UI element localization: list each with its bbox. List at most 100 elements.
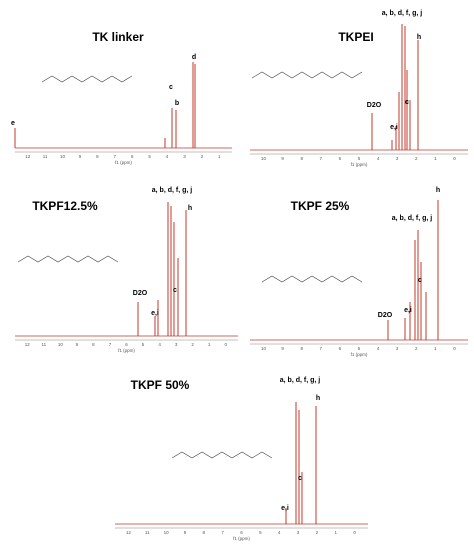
x-tick-label: 8 xyxy=(92,342,95,347)
peak-label: c xyxy=(405,99,409,106)
x-tick-label: 7 xyxy=(114,154,117,159)
peak-label: e,i xyxy=(390,124,398,131)
x-tick-label: 3 xyxy=(183,154,186,159)
x-axis-label: f1 (ppm) xyxy=(351,352,368,357)
x-tick-label: 11 xyxy=(145,530,150,535)
x-tick-label: 3 xyxy=(297,530,300,535)
panel-title: TKPEI xyxy=(338,30,373,44)
spectrum-peaks xyxy=(371,24,419,150)
x-tick-label: 3 xyxy=(396,156,399,161)
x-tick-label: 8 xyxy=(300,346,303,351)
peak-label: h xyxy=(436,187,440,194)
x-tick-label: 1 xyxy=(218,154,221,159)
x-tick-label: 8 xyxy=(203,530,206,535)
peak-label: h xyxy=(417,34,421,41)
x-tick-label: 3 xyxy=(396,346,399,351)
peak-label: e,i xyxy=(404,307,412,314)
x-tick-label: 10 xyxy=(58,342,64,347)
x-tick-label: 8 xyxy=(300,156,303,161)
panel-title: TKPF 50% xyxy=(131,378,190,392)
x-tick-label: 4 xyxy=(377,156,380,161)
structure-tk-linker xyxy=(41,75,133,83)
x-tick-label: 9 xyxy=(184,530,187,535)
x-tick-label: 7 xyxy=(221,530,224,535)
peak-label: c xyxy=(173,287,177,294)
peak-label: c xyxy=(418,277,422,284)
x-tick-label: 5 xyxy=(259,530,262,535)
x-tick-label: 6 xyxy=(240,530,243,535)
structure-tkpf50 xyxy=(171,451,273,459)
x-tick-label: 10 xyxy=(60,154,66,159)
x-axis-label: f1 (ppm) xyxy=(115,160,132,165)
x-tick-label: 2 xyxy=(191,342,194,347)
structure-tkpf12 xyxy=(17,255,119,263)
spectrum-peaks xyxy=(14,62,196,148)
spectrum-peaks xyxy=(285,402,317,524)
x-tick-label: 2 xyxy=(415,346,418,351)
peak-label: e,i xyxy=(281,505,289,512)
spectrum-peaks xyxy=(387,200,439,340)
x-tick-label: 0 xyxy=(353,530,356,535)
x-tick-label: 8 xyxy=(96,154,99,159)
x-tick-label: 7 xyxy=(109,342,112,347)
x-tick-label: 10 xyxy=(164,530,170,535)
peak-label: h xyxy=(316,395,320,402)
x-tick-label: 4 xyxy=(377,346,380,351)
structures xyxy=(17,71,363,459)
x-tick-label: 1 xyxy=(434,346,437,351)
x-tick-label: 7 xyxy=(320,346,323,351)
x-tick-label: 5 xyxy=(142,342,145,347)
x-tick-label: 4 xyxy=(158,342,161,347)
x-tick-label: 2 xyxy=(201,154,204,159)
peak-label: a, b, d, f, g, j xyxy=(152,187,193,194)
x-tick-label: 9 xyxy=(79,154,82,159)
x-tick-label: 2 xyxy=(316,530,319,535)
peak-label: D2O xyxy=(367,102,382,109)
x-tick-label: 9 xyxy=(281,346,284,351)
x-tick-label: 9 xyxy=(281,156,284,161)
x-tick-label: 2 xyxy=(415,156,418,161)
peak-label: a, b, d, f, g, j xyxy=(280,377,321,384)
peak-label: h xyxy=(188,205,192,212)
x-tick-label: 9 xyxy=(76,342,79,347)
x-tick-label: 1 xyxy=(334,530,337,535)
x-axis-label: f1 (ppm) xyxy=(118,348,135,353)
peak-label: a, b, d, f, g, j xyxy=(382,10,423,17)
x-tick-label: 11 xyxy=(41,342,46,347)
x-tick-label: 6 xyxy=(131,154,134,159)
peak-label: e,i xyxy=(151,310,159,317)
x-tick-label: 12 xyxy=(25,342,31,347)
peak-label: b xyxy=(175,100,179,107)
x-tick-label: 1 xyxy=(434,156,437,161)
panel-title: TKPF 25% xyxy=(291,199,350,213)
x-tick-label: 4 xyxy=(278,530,281,535)
x-tick-label: 12 xyxy=(126,530,132,535)
x-tick-label: 6 xyxy=(125,342,128,347)
x-tick-label: 1 xyxy=(208,342,211,347)
x-tick-label: 0 xyxy=(453,156,456,161)
x-tick-label: 5 xyxy=(358,156,361,161)
panel-title: TK linker xyxy=(92,30,144,44)
x-tick-label: 6 xyxy=(339,346,342,351)
peak-label: c xyxy=(169,84,173,91)
x-tick-label: 0 xyxy=(224,342,227,347)
x-tick-label: 7 xyxy=(320,156,323,161)
x-tick-label: 12 xyxy=(25,154,31,159)
peak-label: e xyxy=(11,120,15,127)
x-tick-label: 10 xyxy=(261,346,267,351)
x-tick-label: 6 xyxy=(339,156,342,161)
x-axis-label: f1 (ppm) xyxy=(233,536,250,541)
peak-label: a, b, d, f, g, j xyxy=(392,215,433,222)
spectrum-peaks xyxy=(137,202,187,336)
structure-tkpei xyxy=(251,71,363,79)
panel-title: TKPF12.5% xyxy=(32,199,98,213)
peak-label: c xyxy=(298,475,302,482)
peak-label: D2O xyxy=(133,290,148,297)
x-tick-label: 0 xyxy=(453,346,456,351)
peak-label: D2O xyxy=(378,312,393,319)
x-tick-label: 3 xyxy=(175,342,178,347)
x-tick-label: 11 xyxy=(43,154,48,159)
x-tick-label: 5 xyxy=(358,346,361,351)
